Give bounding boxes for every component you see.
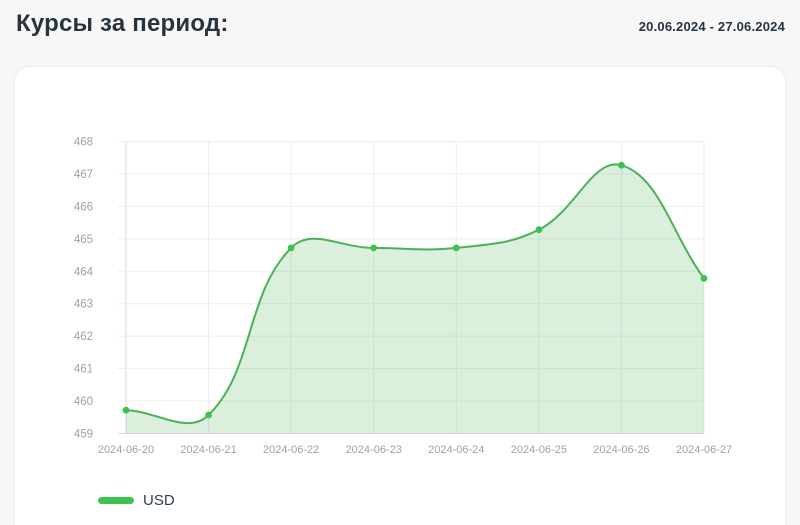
data-point-usd[interactable] <box>287 244 295 252</box>
chart-card: 459 460 461 462 463 464 465 466 467 468 2024-06-20… <box>14 66 786 525</box>
x-tick-label: 2024-06-27 <box>676 444 732 456</box>
data-point-usd[interactable] <box>700 275 708 282</box>
data-point-usd[interactable] <box>535 226 543 234</box>
x-tick-label: 2024-06-21 <box>180 444 236 456</box>
y-tick-label: 464 <box>74 266 94 278</box>
data-point-usd[interactable] <box>122 406 130 414</box>
period-range-label: 20.06.2024 - 27.06.2024 <box>638 19 785 34</box>
data-point-usd[interactable] <box>452 244 460 252</box>
y-tick-label: 465 <box>74 234 93 246</box>
legend-usd-label: USD <box>143 492 175 509</box>
x-tick-label: 2024-06-22 <box>263 444 319 456</box>
x-tick-label: 2024-06-25 <box>511 444 567 456</box>
chart-legend: USD <box>98 492 175 509</box>
usd-rate-chart[interactable]: 459 460 461 462 463 464 465 466 467 468 2024-06-20… <box>15 67 787 477</box>
y-tick-label: 462 <box>74 331 93 343</box>
page-header: Курсы за период: 20.06.2024 - 27.06.2024 <box>0 0 800 56</box>
data-point-usd[interactable] <box>205 411 213 419</box>
y-tick-label: 460 <box>74 396 93 408</box>
y-tick-label: 466 <box>74 201 93 213</box>
x-tick-label: 2024-06-23 <box>346 444 402 456</box>
x-tick-label: 2024-06-26 <box>593 444 649 456</box>
x-tick-label: 2024-06-20 <box>98 444 154 456</box>
y-tick-label: 461 <box>74 364 93 376</box>
x-tick-label: 2024-06-24 <box>428 444 484 456</box>
y-tick-label: 468 <box>74 137 93 149</box>
y-tick-label: 459 <box>74 429 93 441</box>
data-point-usd[interactable] <box>370 244 378 252</box>
y-tick-label: 463 <box>74 299 93 311</box>
data-point-usd[interactable] <box>618 161 625 169</box>
legend-usd-swatch-icon <box>98 497 134 504</box>
series-area-usd <box>126 164 704 434</box>
y-tick-label: 467 <box>74 169 93 181</box>
page-title: Курсы за период: <box>16 10 229 37</box>
